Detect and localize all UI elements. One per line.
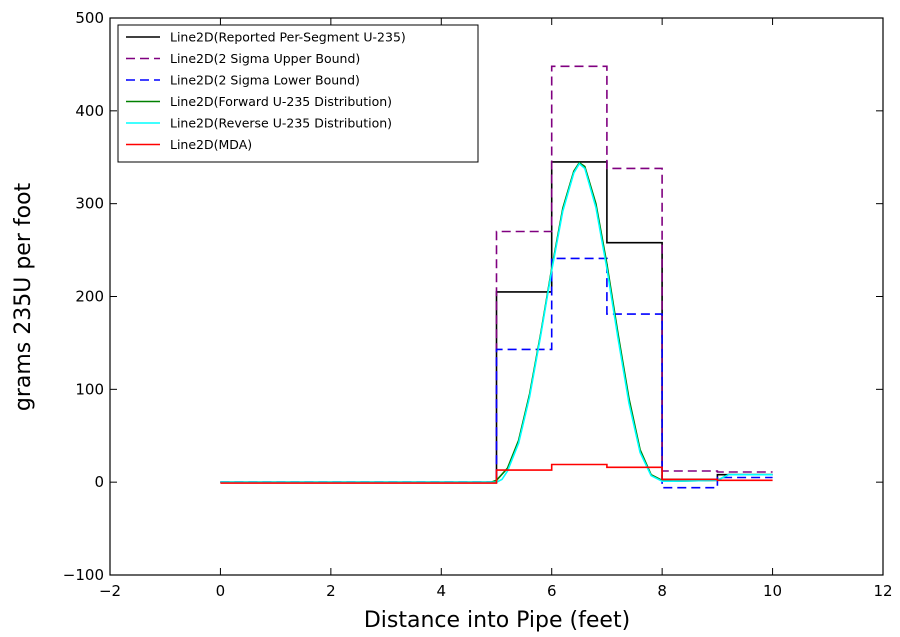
x-axis-label: Distance into Pipe (feet): [364, 608, 630, 633]
x-tick-label: 12: [873, 582, 892, 600]
x-tick-label: 10: [763, 582, 782, 600]
y-tick-label: 200: [75, 288, 104, 306]
series-group: [220, 65, 773, 489]
y-tick-label: 400: [75, 102, 104, 120]
legend-entry: Line2D(Reverse U-235 Distribution): [170, 116, 392, 131]
axes: −2 0 2 4 6 8 10 12 −100 0 100 200 300 400 500: [63, 9, 893, 600]
legend: Line2D(Reported Per-Segment U-235) Line2D…: [117, 24, 479, 163]
legend-entry: Line2D(2 Sigma Upper Bound): [170, 51, 360, 66]
y-tick-label: −100: [63, 566, 104, 584]
x-tick-label: 8: [657, 582, 667, 600]
x-tick-label: −2: [99, 582, 121, 600]
y-tick-label: 0: [94, 473, 104, 491]
series-line-2-sigma-lower-bound: [220, 257, 773, 489]
x-tick-label: 2: [326, 582, 336, 600]
x-tick-label: 4: [437, 582, 447, 600]
y-tick-label: 300: [75, 195, 104, 213]
legend-entry: Line2D(MDA): [170, 137, 252, 152]
series-line-mda: [220, 463, 773, 484]
x-tick-label: 0: [216, 582, 226, 600]
legend-box: [117, 24, 479, 163]
series-line-2-sigma-upper-bound: [220, 65, 773, 484]
series-line-reverse-u-235-distribution: [220, 162, 773, 484]
legend-entry: Line2D(Reported Per-Segment U-235): [170, 30, 406, 45]
legend-entry: Line2D(Forward U-235 Distribution): [170, 94, 392, 109]
y-tick-label: 500: [75, 9, 104, 27]
legend-entry: Line2D(2 Sigma Lower Bound): [170, 73, 360, 88]
plot-area: [220, 65, 773, 489]
y-tick-label: 100: [75, 380, 104, 398]
x-tick-label: 6: [547, 582, 557, 600]
y-axis-label: grams 235U per foot: [11, 182, 36, 411]
